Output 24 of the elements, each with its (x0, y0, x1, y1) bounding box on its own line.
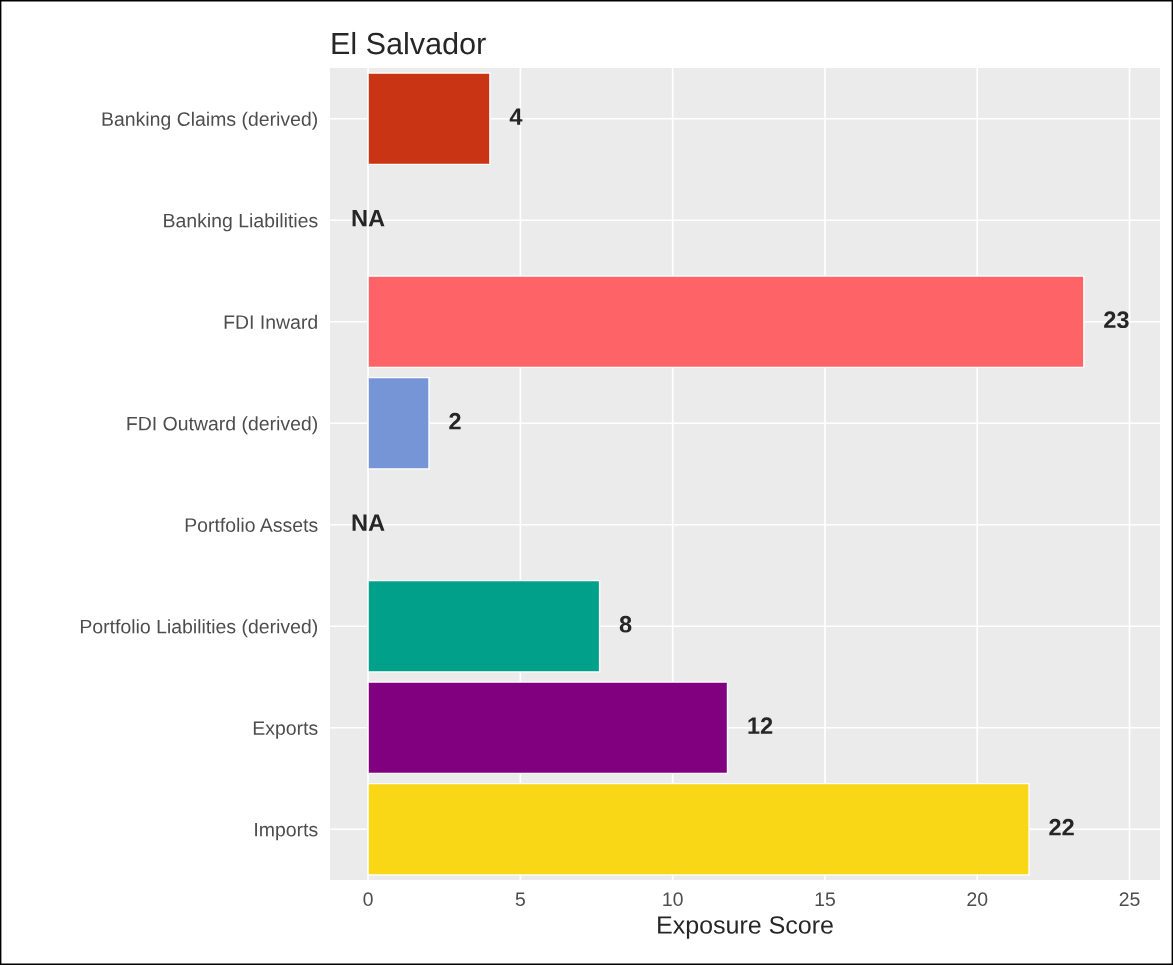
y-tick-label: Banking Claims (derived) (102, 111, 317, 130)
x-tick-label: 25 (1119, 892, 1140, 907)
data-label: 22 (1049, 818, 1074, 836)
x-tick-label: 0 (363, 892, 373, 907)
y-tick-label: Exports (253, 721, 318, 739)
x-tick-label: 5 (515, 892, 525, 907)
text: NA (352, 514, 385, 531)
data-label: 2 (449, 412, 461, 430)
x-tick-label: 20 (967, 892, 988, 907)
data-label: 23 (1104, 311, 1129, 329)
chart-title: El Salvador (332, 31, 486, 55)
data-label: 12 (748, 717, 773, 734)
text: NA (352, 210, 385, 227)
x-axis-title: Exposure Score (658, 916, 833, 939)
data-label: 4 (509, 108, 523, 125)
data-label: 8 (619, 615, 632, 633)
x-tick-label: 15 (815, 892, 835, 907)
y-tick-label: Banking Liabilities (164, 213, 318, 232)
y-tick-label: Portfolio Assets (185, 517, 318, 532)
y-tick-label: FDI Inward (224, 314, 317, 329)
y-tick-label: FDI Outward (derived) (127, 416, 317, 435)
x-tick-label: 10 (663, 892, 683, 907)
y-tick-label: Portfolio Liabilities (derived) (80, 619, 317, 638)
y-tick-label: Imports (255, 822, 318, 841)
